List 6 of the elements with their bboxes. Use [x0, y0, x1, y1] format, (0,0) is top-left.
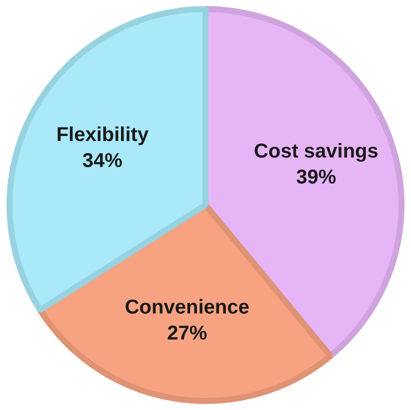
data-label: 34%	[82, 150, 123, 172]
slice-label: Convenience	[124, 296, 250, 319]
slice-label: Flexibility	[56, 124, 150, 146]
data-label: 39%	[296, 166, 336, 189]
data-label: 27%	[167, 322, 208, 345]
slice-label: Cost savings	[254, 140, 378, 163]
